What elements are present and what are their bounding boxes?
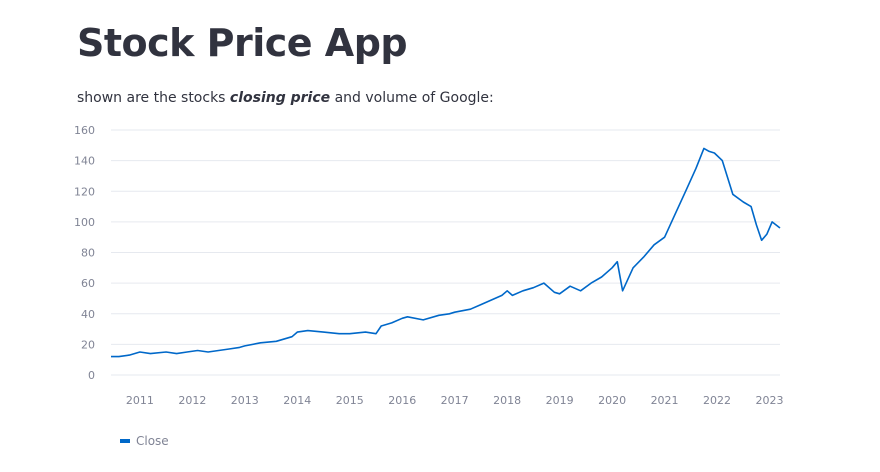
chart-series	[111, 147, 781, 358]
chart-grid	[111, 129, 780, 376]
x-tick-label: 2019	[546, 394, 574, 407]
y-tick-label: 40	[81, 308, 95, 321]
caption-emphasis: closing price	[229, 90, 331, 106]
x-tick-label: 2020	[598, 394, 626, 407]
x-tick-label: 2023	[756, 394, 784, 407]
x-tick-label: 2011	[126, 394, 154, 407]
y-tick-label: 60	[81, 277, 95, 290]
x-tick-label: 2013	[231, 394, 259, 407]
x-tick-label: 2022	[703, 394, 731, 407]
y-tick-label: 120	[74, 185, 95, 198]
chart-legend[interactable]: Close	[120, 434, 169, 448]
page-title: Stock Price App	[77, 21, 408, 65]
y-tick-label: 140	[74, 155, 95, 168]
y-tick-label: 100	[74, 216, 95, 229]
x-tick-label: 2017	[441, 394, 469, 407]
legend-swatch	[120, 439, 130, 443]
y-axis: 0 20 40 60 80 100 120 140 160	[74, 124, 95, 382]
page-caption: shown are the stocks closing price and v…	[77, 90, 494, 106]
legend-label: Close	[136, 434, 169, 448]
caption-text-end: and volume of Google:	[330, 90, 494, 106]
x-tick-label: 2016	[388, 394, 416, 407]
caption-text-start: shown are the stocks	[77, 90, 230, 106]
x-tick-label: 2012	[178, 394, 206, 407]
y-tick-label: 20	[81, 338, 95, 351]
x-tick-label: 2018	[493, 394, 521, 407]
series-line-close[interactable]	[111, 147, 781, 358]
x-axis: 2011 2012 2013 2014 2015 2016 2017 2018 2019 2020…	[126, 394, 784, 407]
y-tick-label: 80	[81, 247, 95, 260]
x-tick-label: 2021	[651, 394, 679, 407]
x-tick-label: 2014	[283, 394, 311, 407]
y-tick-label: 0	[88, 369, 95, 382]
y-tick-label: 160	[74, 124, 95, 137]
x-tick-label: 2015	[336, 394, 364, 407]
